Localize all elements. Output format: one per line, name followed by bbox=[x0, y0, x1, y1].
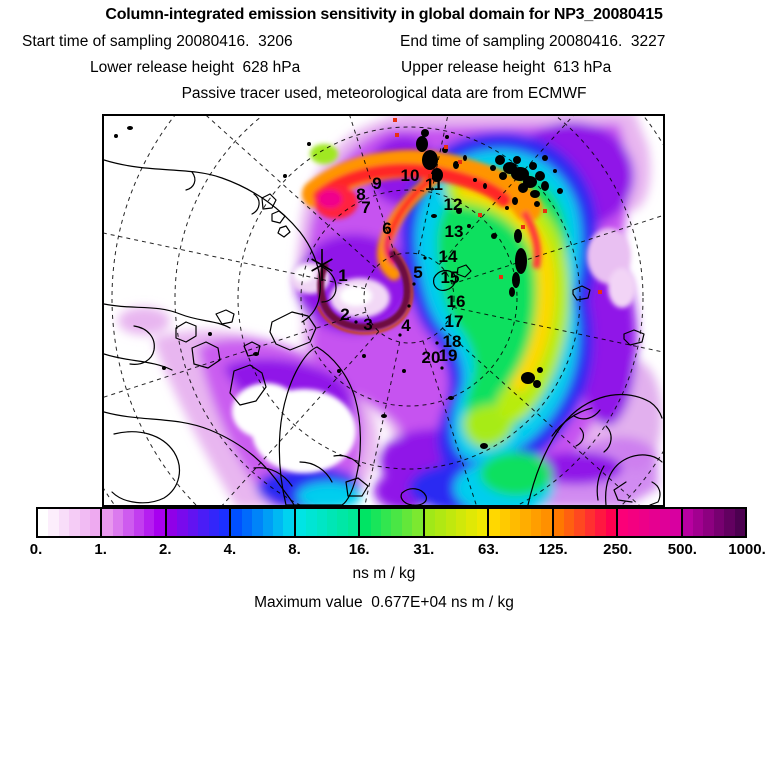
colorbar-segment bbox=[553, 509, 619, 536]
trajectory-label-4: 4 bbox=[401, 316, 411, 335]
lower-release-text: Lower release height 628 hPa bbox=[90, 59, 301, 76]
trajectory-label-20: 20 bbox=[422, 348, 441, 367]
colorbar bbox=[36, 507, 747, 538]
upper-release-text: Upper release height 613 hPa bbox=[401, 59, 612, 76]
colorbar-segment bbox=[295, 509, 361, 536]
trajectory-label-17: 17 bbox=[445, 312, 464, 331]
tracer-note-text: Passive tracer used, meteorological data… bbox=[181, 85, 587, 102]
colorbar-tick: 16. bbox=[348, 541, 370, 558]
colorbar-tick: 125. bbox=[538, 541, 568, 558]
colorbar-segment bbox=[360, 509, 425, 536]
colorbar-tick: 0. bbox=[29, 541, 43, 558]
coastlines bbox=[104, 159, 663, 505]
observation-dots bbox=[393, 118, 602, 294]
trajectory-ticks bbox=[354, 256, 444, 370]
trajectory-label-18: 18 bbox=[443, 332, 462, 351]
trajectory-label-5: 5 bbox=[413, 263, 422, 282]
page-title: Column-integrated emission sensitivity i… bbox=[105, 6, 663, 23]
trajectory-label-3: 3 bbox=[363, 315, 372, 334]
colorbar-tick: 8. bbox=[288, 541, 301, 558]
trajectory-label-2: 2 bbox=[340, 305, 349, 324]
colorbar-tick-labels: 0. 1. 2. 4. 8. 16. 31. 63. 125. 250. 500. 1000. bbox=[0, 541, 768, 559]
trajectory-label-14: 14 bbox=[439, 247, 458, 266]
colorbar-tick: 1000. bbox=[728, 541, 766, 558]
trajectory-label-12: 12 bbox=[444, 195, 463, 214]
trajectory-label-10: 10 bbox=[401, 166, 420, 185]
max-value-text: Maximum value 0.677E+04 ns m / kg bbox=[254, 594, 514, 611]
colorbar-tick: 4. bbox=[223, 541, 237, 558]
colorbar-segment bbox=[682, 509, 745, 536]
sampling-start-text: Start time of sampling 20080416. 3206 bbox=[22, 33, 293, 50]
graticule bbox=[104, 116, 663, 505]
colorbar-tick: 63. bbox=[478, 541, 499, 558]
trajectory-label-13: 13 bbox=[445, 222, 464, 241]
colorbar-segment bbox=[102, 509, 167, 536]
map-panel: 1 2 3 4 5 6 7 8 9 10 11 12 13 14 15 16 17 18 19 20 bbox=[102, 114, 665, 507]
trajectory-label-15: 15 bbox=[441, 268, 460, 287]
trajectory-label-11: 11 bbox=[425, 175, 443, 194]
trajectory-label-19: 19 bbox=[439, 346, 458, 365]
sampling-end-text: End time of sampling 20080416. 3227 bbox=[400, 33, 666, 50]
high-sensitivity-loop bbox=[316, 246, 414, 335]
colorbar-tick: 31. bbox=[413, 541, 435, 558]
colorbar-segment bbox=[424, 509, 490, 536]
colorbar-tick: 250. bbox=[603, 541, 633, 558]
colorbar-segment bbox=[38, 509, 103, 536]
trajectory-label-8: 8 bbox=[356, 185, 365, 204]
trajectory-label-16: 16 bbox=[447, 292, 466, 311]
colorbar-segment bbox=[618, 509, 683, 536]
colorbar-tick: 1. bbox=[94, 541, 107, 558]
trajectory-label-1: 1 bbox=[338, 266, 347, 285]
colorbar-segment bbox=[231, 509, 296, 536]
trajectory-label-7: 7 bbox=[361, 198, 370, 217]
plume-layers bbox=[118, 116, 662, 505]
station-markers bbox=[114, 126, 563, 449]
colorbar-unit-label: ns m / kg bbox=[352, 565, 416, 582]
trajectory-label-6: 6 bbox=[382, 219, 391, 238]
trajectory-label-9: 9 bbox=[372, 174, 381, 193]
colorbar-tick: 500. bbox=[667, 541, 697, 558]
release-marker-icon bbox=[311, 249, 333, 281]
colorbar-segment bbox=[489, 509, 554, 536]
colorbar-segment bbox=[166, 509, 232, 536]
colorbar-tick: 2. bbox=[159, 541, 172, 558]
